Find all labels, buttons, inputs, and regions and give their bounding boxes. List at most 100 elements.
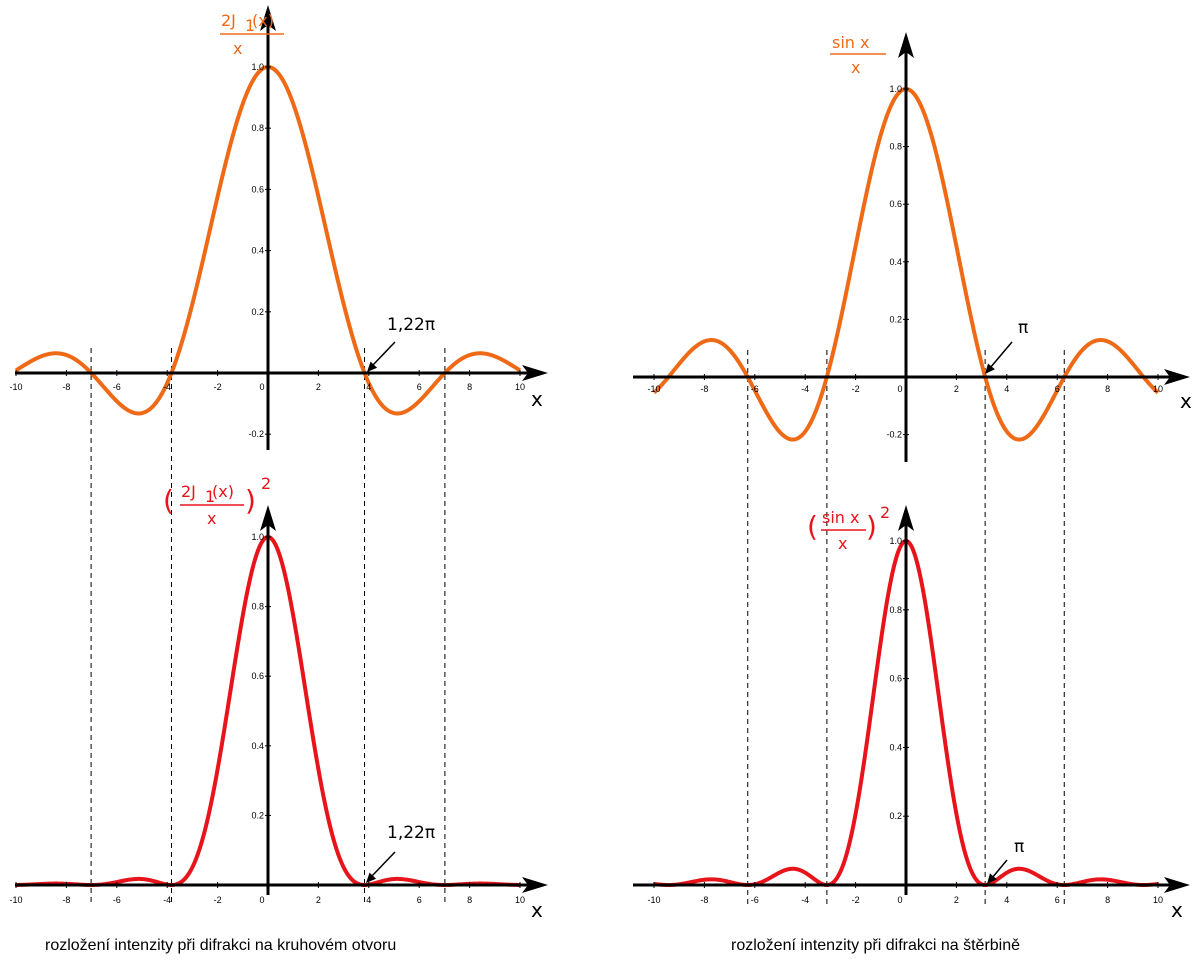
x-tick-label: -10: [647, 895, 660, 905]
fn-label-sub: 1: [245, 16, 255, 35]
x-tick-label: 6: [417, 382, 422, 392]
fn-label-denominator: x: [851, 58, 860, 77]
x-tick-label: 8: [1105, 895, 1110, 905]
y-tick-label: 1.0: [889, 536, 902, 546]
x-tick-label: 2: [316, 382, 321, 392]
fn-label-numerator: sin x: [822, 508, 859, 527]
x-tick-label: 8: [467, 895, 472, 905]
annotation-arrow-head: [366, 872, 377, 883]
x-tick-label: -10: [9, 895, 22, 905]
y-tick-label: 0.4: [889, 257, 902, 267]
first-zero-annotation: π: [1014, 837, 1024, 857]
y-tick-label: 0.6: [251, 184, 264, 194]
y-tick-label: 1.0: [889, 84, 902, 94]
x-tick-label: -4: [163, 382, 171, 392]
x-tick-label: -10: [647, 384, 660, 394]
fn-label-numerator: sin x: [832, 33, 869, 52]
x-tick-label: -2: [852, 895, 860, 905]
y-axis-arrow: [260, 505, 276, 531]
y-axis-arrow: [260, 5, 276, 31]
x-tick-label: 0: [897, 895, 902, 905]
circle-amplitude-panel: -10 -8 -6 -4 -2 0 2 4 6 8 10 0.2 0.4 0.6 0.8 1.0 -0.2 x 1,…: [9, 5, 548, 450]
x-tick-label: -6: [113, 382, 121, 392]
x-tick-label: 10: [1153, 895, 1163, 905]
x-tick-label: -2: [852, 384, 860, 394]
y-tick-label: 0.6: [251, 671, 264, 681]
x-tick-label: 2: [954, 384, 959, 394]
x-tick-label: 10: [515, 895, 525, 905]
x-tick-label: -8: [700, 384, 708, 394]
x-tick-label: -8: [62, 895, 70, 905]
caption-right: rozložení intenzity při difrakci na štěr…: [731, 937, 1020, 954]
y-tick-label: -0.2: [886, 430, 902, 440]
x-tick-label: -8: [700, 895, 708, 905]
y-tick-label: 0.6: [889, 674, 902, 684]
x-tick-label: 2: [316, 895, 321, 905]
fn-label-prefix: 2J: [221, 11, 236, 30]
y-tick-label: 0.4: [251, 246, 264, 256]
y-tick-label: 0.2: [251, 810, 264, 820]
x-axis-arrow: [522, 365, 548, 381]
x-axis-arrow: [1164, 369, 1190, 385]
first-zero-annotation: 1,22π: [387, 823, 435, 843]
caption-left: rozložení intenzity při difrakci na kruh…: [45, 937, 396, 954]
fn-label-suffix: (x): [212, 482, 234, 501]
y-tick-label: 0.8: [251, 123, 264, 133]
paren-right: ): [866, 510, 877, 543]
y-tick-label: 0.4: [251, 741, 264, 751]
x-tick-label: 10: [1153, 384, 1163, 394]
x-tick-label: -2: [214, 382, 222, 392]
y-tick-label: 1.0: [251, 532, 264, 542]
x-tick-label: -6: [751, 384, 759, 394]
x-tick-label: 4: [1004, 895, 1009, 905]
captions: rozložení intenzity při difrakci na kruh…: [45, 937, 1020, 954]
x-tick-label: -6: [751, 895, 759, 905]
y-tick-label: 0.2: [889, 314, 902, 324]
annotation-arrow-line: [371, 341, 396, 367]
x-tick-label: 10: [515, 382, 525, 392]
fn-label-power: 2: [261, 474, 271, 493]
x-tick-label: 4: [366, 895, 371, 905]
annotation-arrow-line: [991, 859, 1008, 879]
circle-amplitude-function-label: 2J 1 (x) x: [220, 11, 284, 58]
x-axis-label: x: [531, 387, 543, 411]
paren-right: ): [245, 484, 256, 517]
x-axis-arrow: [522, 877, 548, 893]
x-tick-label: -4: [801, 384, 809, 394]
x-axis-label: x: [531, 898, 543, 922]
panels: -10 -8 -6 -4 -2 0 2 4 6 8 100.20.40.60.81.0-0.2x1,…: [9, 5, 1192, 922]
x-tick-label: 0: [259, 895, 264, 905]
first-zero-annotation: π: [1018, 318, 1028, 338]
annotation-arrow-head: [985, 363, 995, 374]
x-tick-label: 0: [259, 382, 264, 392]
x-axis-label: x: [1171, 898, 1183, 922]
annotation-arrow-line: [370, 851, 396, 878]
fn-label-prefix: 2J: [181, 482, 196, 501]
x-tick-label: -4: [801, 895, 809, 905]
x-tick-label: -4: [163, 895, 171, 905]
y-tick-label: 0.2: [251, 307, 264, 317]
fn-label-denominator: x: [838, 534, 847, 553]
slit-amplitude-panel: -10 -8 -6 -4 -2 0 2 4 6 8 10 0.2 0.4 0.6 0.8 1.0 -0.2 x π: [633, 32, 1192, 462]
y-tick-label: 0.8: [889, 605, 902, 615]
zero-guide-lines: [90, 348, 1065, 906]
y-tick-label: 0.8: [251, 602, 264, 612]
y-axis-arrow: [898, 505, 914, 531]
y-tick-label: 0.2: [889, 811, 902, 821]
circle-intensity-panel: -10 -8 -6 -4 -2 0 2 4 6 8 10 0.2 0.4 0.6 0.8 1.0 x 1,22π: [9, 505, 548, 922]
paren-left: (: [163, 484, 174, 517]
fn-label-suffix: (x): [252, 11, 274, 30]
slit-amplitude-function-label: sin x x: [830, 33, 886, 77]
x-tick-label: 4: [1004, 384, 1009, 394]
x-tick-label: 4: [366, 382, 371, 392]
x-tick-label: 2: [954, 895, 959, 905]
fn-label-power: 2: [880, 503, 890, 522]
x-tick-label: -8: [62, 382, 70, 392]
annotation-arrow-line: [989, 341, 1013, 369]
y-axis-arrow: [898, 32, 914, 58]
function-labels: 2J 1 (x) x ( 2J 1 (x) x ) 2 sin x x ( si…: [163, 11, 890, 553]
y-tick-label: 0.4: [889, 742, 902, 752]
x-tick-label: 6: [1055, 384, 1060, 394]
annotation-arrow-head: [987, 873, 997, 884]
